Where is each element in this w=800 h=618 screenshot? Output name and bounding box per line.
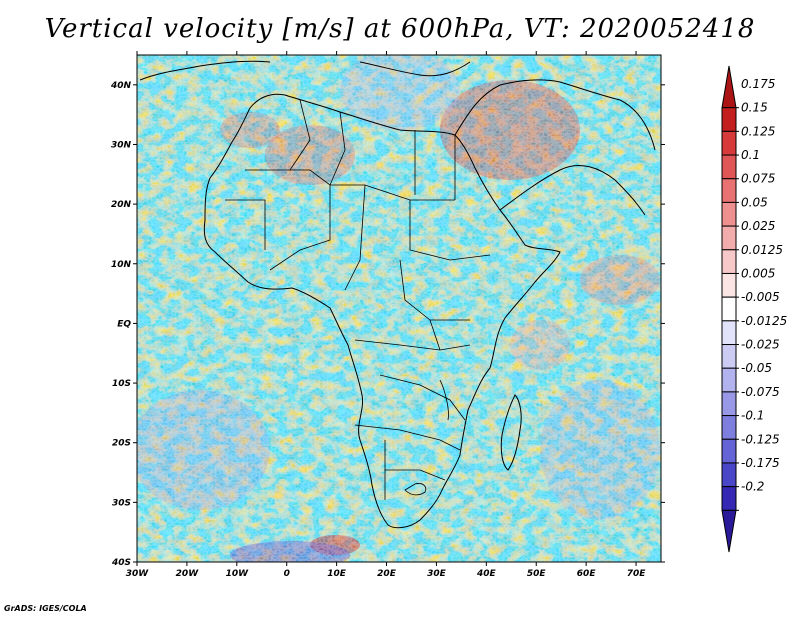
colorbar-segment: [721, 296, 737, 322]
y-tick-label: 10N: [111, 260, 132, 270]
x-tick-label: 20W: [176, 569, 200, 579]
x-tick-label: 60E: [577, 569, 597, 579]
colorbar-label: -0.175: [741, 456, 780, 470]
colorbar-label: 0.025: [741, 219, 775, 233]
y-tick-label: 40N: [110, 81, 132, 91]
colorbar-label: 0.05: [741, 195, 768, 209]
colorbar-label: 0.175: [741, 77, 775, 91]
colorbar-segment: [721, 154, 737, 180]
credit-text: GrADS: IGES/COLA: [4, 604, 87, 613]
colorbar-label: -0.125: [741, 432, 780, 446]
colorbar-segment: [721, 130, 737, 156]
colorbar-segment: [721, 462, 737, 488]
map-title: Vertical velocity [m/s] at 600hPa, VT: 2…: [44, 14, 756, 44]
x-tick-label: 40E: [476, 569, 497, 579]
x-tick-label: 30E: [427, 569, 447, 579]
x-tick-label: 70E: [627, 569, 647, 579]
x-tick-label: 10E: [327, 569, 347, 579]
coastlines: [139, 60, 656, 529]
colorbar-label: 0.075: [741, 172, 775, 186]
colorbar-label: -0.005: [741, 290, 780, 304]
y-tick-label: 20S: [112, 439, 131, 449]
colorbar-label: 0.005: [741, 266, 775, 280]
colorbar-label: 0.15: [741, 101, 768, 115]
x-tick-label: 10W: [226, 569, 250, 579]
y-tick-label: 30S: [112, 498, 131, 508]
colorbar-segment: [721, 391, 737, 417]
y-tick-label: 20N: [111, 200, 132, 210]
colorbar-segment: [721, 272, 737, 298]
colorbar-legend: 0.175 0.15 0.125 0.1 0.075 0.05 0.025 0.0125 0.0…: [721, 65, 787, 553]
colorbar-label: 0.125: [741, 124, 775, 138]
colorbar-segment: [721, 438, 737, 464]
colorbar-segment: [721, 225, 737, 251]
colorbar-segment: [721, 367, 737, 393]
colorbar-segment: [721, 65, 737, 109]
velocity-field: [137, 55, 661, 562]
colorbar-label: -0.05: [741, 361, 772, 375]
x-tick-label: 0: [284, 569, 290, 579]
colorbar-segment: [721, 107, 737, 132]
colorbar-label: -0.0125: [741, 314, 787, 328]
colorbar-segment: [721, 344, 737, 369]
y-tick-label: 40S: [111, 558, 131, 568]
colorbar-segment: [721, 415, 737, 440]
y-tick-label: 10S: [112, 379, 131, 389]
plot-frame: [136, 54, 662, 563]
x-axis: 30W 20W 10W 0 10E 20E 30E 40E 50E 60E 70E: [126, 51, 646, 579]
colorbar-label: -0.2: [741, 480, 764, 494]
colorbar-segment: [721, 178, 737, 203]
colorbar-label: 0.1: [741, 148, 760, 162]
colorbar-segment: [721, 509, 737, 553]
colorbar-label: -0.075: [741, 385, 780, 399]
x-tick-label: 30W: [126, 569, 150, 579]
colorbar-segment: [721, 201, 737, 227]
y-axis: 40N 30N 20N 10N EQ 10S 20S 30S 40S: [110, 81, 665, 568]
colorbar-segment: [721, 249, 737, 274]
colorbar-label: -0.1: [741, 409, 764, 423]
colorbar-segment: [721, 486, 737, 511]
colorbar-segment: [721, 320, 737, 346]
colorbar-label: 0.0125: [741, 243, 783, 257]
x-tick-label: 20E: [377, 569, 397, 579]
colorbar-label: -0.025: [741, 338, 780, 352]
x-tick-label: 50E: [527, 569, 547, 579]
y-tick-label: 30N: [111, 140, 132, 150]
y-tick-label: EQ: [117, 319, 131, 329]
